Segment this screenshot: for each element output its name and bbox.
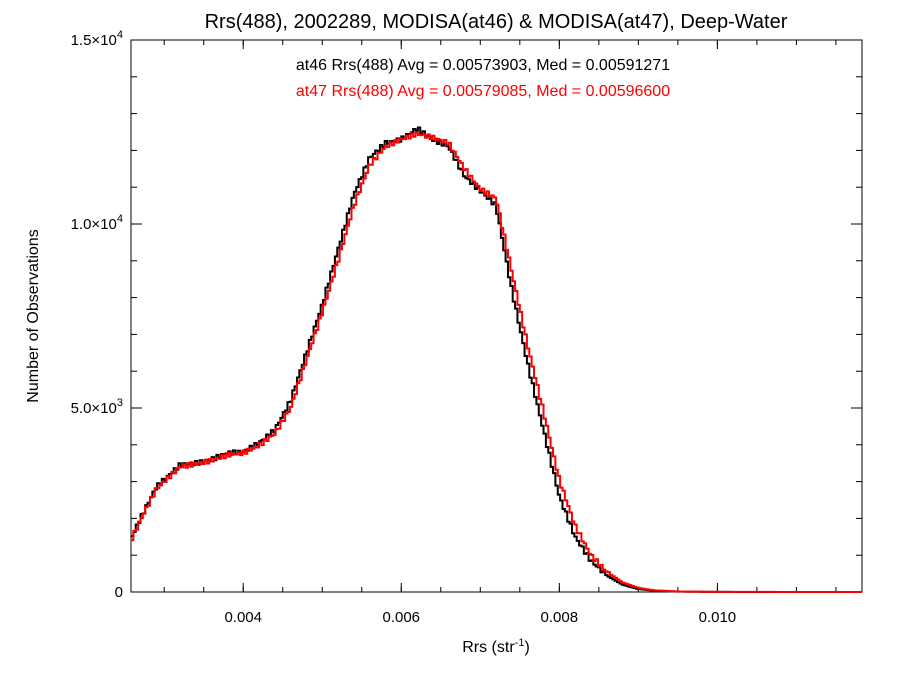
y-tick-label: 0	[115, 584, 123, 601]
legend-at47-stats: at47 Rrs(488) Avg = 0.00579085, Med = 0.…	[296, 83, 670, 100]
x-tick-label: 0.004	[224, 609, 262, 626]
x-tick-label: 0.010	[699, 609, 737, 626]
x-axis-label-suffix: )	[524, 639, 529, 656]
x-tick-label: 0.008	[541, 609, 579, 626]
axis-ticks: 0.004 0.006 0.008 0.010 0 5.0×103 1.0×104 1.5×1…	[71, 29, 862, 626]
y-axis-label: Number of Observations	[25, 229, 42, 402]
legend: at46 Rrs(488) Avg = 0.00573903, Med = 0.…	[296, 57, 670, 100]
y-tick-label: 5.0×103	[71, 397, 123, 417]
series-layer	[131, 126, 862, 593]
legend-at46-stats: at46 Rrs(488) Avg = 0.00573903, Med = 0.…	[296, 57, 670, 74]
x-tick-label: 0.006	[382, 609, 420, 626]
chart-title: Rrs(488), 2002289, MODISA(at46) & MODISA…	[205, 11, 788, 33]
plot-area	[130, 39, 863, 593]
x-axis-label-superscript: -1	[515, 637, 525, 649]
y-tick-label: 1.0×104	[71, 213, 123, 233]
series-at47-line	[131, 131, 862, 593]
x-axis-label: Rrs (str-1)	[462, 637, 530, 656]
y-tick-label: 1.5×104	[71, 29, 123, 49]
plot-frame	[130, 39, 863, 593]
